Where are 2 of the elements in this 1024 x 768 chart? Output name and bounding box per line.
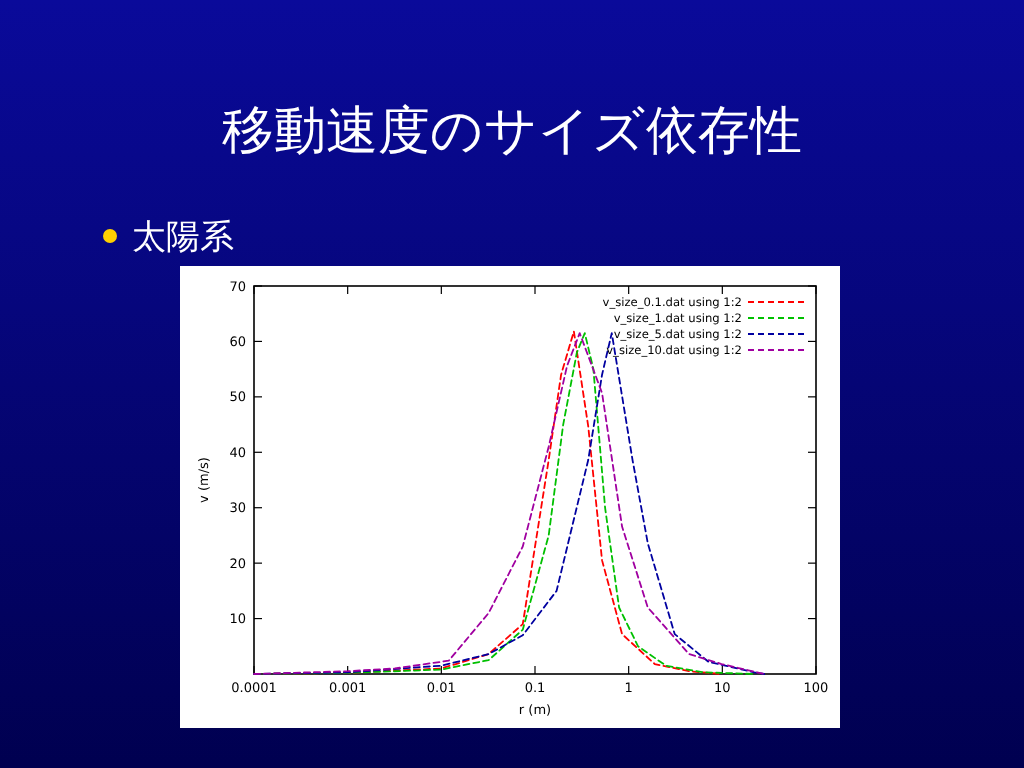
chart-title: 移動速度のサイズ依存性 xyxy=(222,102,802,162)
chart-subtitle: 太陽系 xyxy=(132,218,234,258)
